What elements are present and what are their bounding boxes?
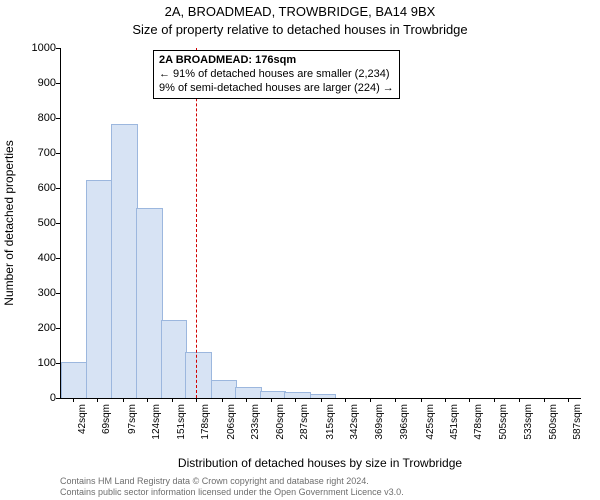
histogram-bar bbox=[284, 392, 311, 398]
y-tick-label: 1000 bbox=[20, 42, 56, 54]
y-tick-label: 100 bbox=[20, 357, 56, 369]
x-tick-mark bbox=[345, 398, 346, 402]
y-tick-mark bbox=[56, 118, 60, 119]
x-axis-label: Distribution of detached houses by size … bbox=[60, 456, 580, 470]
x-tick-label: 425sqm bbox=[425, 404, 436, 448]
x-tick-label: 260sqm bbox=[275, 404, 286, 448]
x-tick-label: 396sqm bbox=[399, 404, 410, 448]
y-axis-label: Number of detached properties bbox=[2, 48, 18, 398]
annotation-line-smaller: ← 91% of detached houses are smaller (2,… bbox=[159, 68, 394, 82]
chart-title-line1: 2A, BROADMEAD, TROWBRIDGE, BA14 9BX bbox=[0, 4, 600, 19]
x-tick-label: 151sqm bbox=[176, 404, 187, 448]
histogram-bar bbox=[61, 362, 88, 398]
histogram-bar bbox=[111, 124, 138, 398]
histogram-bar bbox=[86, 180, 113, 398]
x-tick-mark bbox=[73, 398, 74, 402]
x-tick-label: 587sqm bbox=[572, 404, 583, 448]
y-tick-label: 700 bbox=[20, 147, 56, 159]
y-tick-label: 600 bbox=[20, 182, 56, 194]
chart-container: 2A, BROADMEAD, TROWBRIDGE, BA14 9BX Size… bbox=[0, 0, 600, 500]
x-tick-mark bbox=[494, 398, 495, 402]
y-tick-mark bbox=[56, 363, 60, 364]
x-tick-mark bbox=[395, 398, 396, 402]
histogram-bar bbox=[310, 394, 337, 399]
x-tick-mark bbox=[123, 398, 124, 402]
x-tick-label: 315sqm bbox=[325, 404, 336, 448]
x-tick-mark bbox=[544, 398, 545, 402]
x-tick-mark bbox=[421, 398, 422, 402]
x-tick-label: 560sqm bbox=[548, 404, 559, 448]
x-tick-mark bbox=[196, 398, 197, 402]
x-tick-mark bbox=[568, 398, 569, 402]
histogram-bar bbox=[235, 387, 262, 399]
y-tick-mark bbox=[56, 153, 60, 154]
y-tick-mark bbox=[56, 258, 60, 259]
y-tick-label: 0 bbox=[20, 392, 56, 404]
reference-line bbox=[196, 48, 197, 398]
x-tick-mark bbox=[246, 398, 247, 402]
x-tick-label: 287sqm bbox=[299, 404, 310, 448]
annotation-box: 2A BROADMEAD: 176sqm ← 91% of detached h… bbox=[153, 50, 400, 99]
x-tick-mark bbox=[147, 398, 148, 402]
x-tick-label: 342sqm bbox=[349, 404, 360, 448]
x-tick-label: 233sqm bbox=[250, 404, 261, 448]
x-tick-label: 451sqm bbox=[449, 404, 460, 448]
annotation-line-larger: 9% of semi-detached houses are larger (2… bbox=[159, 82, 394, 96]
y-tick-mark bbox=[56, 223, 60, 224]
y-tick-mark bbox=[56, 188, 60, 189]
credits-text: Contains HM Land Registry data © Crown c… bbox=[60, 476, 404, 498]
y-tick-mark bbox=[56, 48, 60, 49]
histogram-bar bbox=[136, 208, 163, 398]
y-tick-label: 200 bbox=[20, 322, 56, 334]
histogram-bar bbox=[260, 391, 287, 398]
x-tick-label: 178sqm bbox=[200, 404, 211, 448]
x-tick-label: 97sqm bbox=[127, 404, 138, 448]
x-tick-label: 124sqm bbox=[151, 404, 162, 448]
x-tick-mark bbox=[271, 398, 272, 402]
x-tick-mark bbox=[222, 398, 223, 402]
plot-area: 2A BROADMEAD: 176sqm ← 91% of detached h… bbox=[60, 48, 581, 399]
credits-line2: Contains public sector information licen… bbox=[60, 487, 404, 498]
x-tick-mark bbox=[295, 398, 296, 402]
y-tick-label: 300 bbox=[20, 287, 56, 299]
x-tick-mark bbox=[321, 398, 322, 402]
y-tick-mark bbox=[56, 328, 60, 329]
annotation-title: 2A BROADMEAD: 176sqm bbox=[159, 54, 394, 68]
y-tick-label: 400 bbox=[20, 252, 56, 264]
x-tick-mark bbox=[469, 398, 470, 402]
x-tick-mark bbox=[97, 398, 98, 402]
x-tick-mark bbox=[172, 398, 173, 402]
y-tick-mark bbox=[56, 293, 60, 294]
x-tick-label: 369sqm bbox=[374, 404, 385, 448]
x-tick-label: 69sqm bbox=[101, 404, 112, 448]
x-tick-mark bbox=[445, 398, 446, 402]
histogram-bar bbox=[161, 320, 188, 398]
credits-line1: Contains HM Land Registry data © Crown c… bbox=[60, 476, 404, 487]
x-tick-label: 42sqm bbox=[77, 404, 88, 448]
x-tick-label: 505sqm bbox=[498, 404, 509, 448]
y-tick-label: 500 bbox=[20, 217, 56, 229]
y-tick-label: 800 bbox=[20, 112, 56, 124]
x-tick-label: 533sqm bbox=[523, 404, 534, 448]
chart-title-line2: Size of property relative to detached ho… bbox=[0, 22, 600, 37]
histogram-bar bbox=[185, 352, 212, 399]
y-tick-mark bbox=[56, 398, 60, 399]
x-tick-mark bbox=[370, 398, 371, 402]
y-tick-label: 900 bbox=[20, 77, 56, 89]
y-tick-mark bbox=[56, 83, 60, 84]
histogram-bar bbox=[211, 380, 238, 399]
x-tick-label: 206sqm bbox=[226, 404, 237, 448]
x-tick-label: 478sqm bbox=[473, 404, 484, 448]
x-tick-mark bbox=[519, 398, 520, 402]
